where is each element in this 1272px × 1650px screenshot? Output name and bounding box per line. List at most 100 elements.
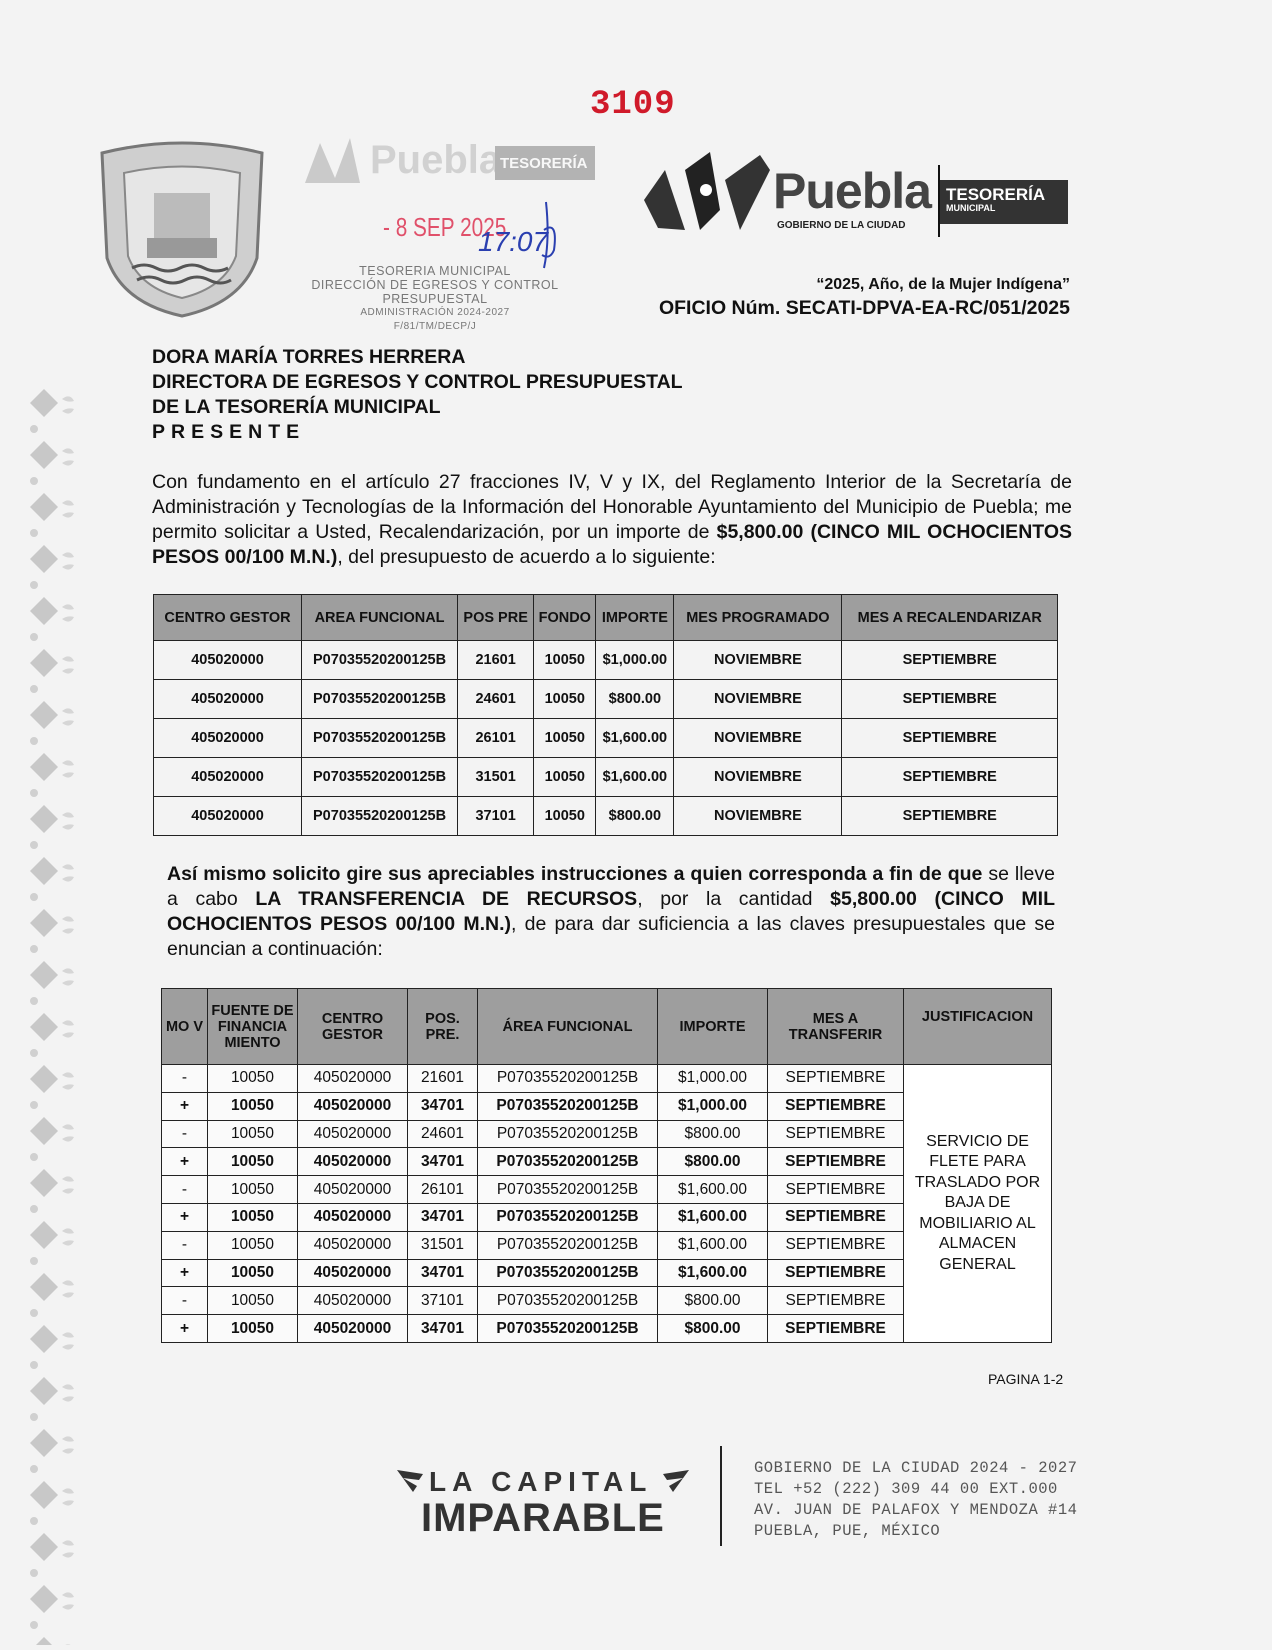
svg-text:TESORERÍA: TESORERÍA: [500, 155, 588, 172]
column-header: MES A TRANSFERIR: [767, 988, 904, 1065]
logo-badge-sub: MUNICIPAL: [946, 203, 996, 213]
logo-badge: TESORERÍA MUNICIPAL: [940, 180, 1068, 224]
footer-address: GOBIERNO DE LA CIUDAD 2024 - 2027 TEL +5…: [754, 1458, 1077, 1542]
column-header: POS PRE: [457, 594, 535, 641]
table-cell: $800.00: [595, 796, 675, 836]
column-header: JUSTIFICACION: [903, 988, 1052, 1065]
table-cell: 405020000: [297, 1314, 408, 1343]
coat-of-arms-icon: [100, 141, 264, 318]
address-line: PUEBLA, PUE, MÉXICO: [754, 1522, 941, 1540]
city-seal: [92, 138, 272, 318]
table-row: -10050 405020000 31501 P07035520200125B $1,6…: [161, 1230, 1052, 1260]
stamp-line: PRESUPUESTAL: [382, 292, 488, 306]
table-cell: 26101: [407, 1175, 478, 1204]
table-cell: SEPTIEMBRE: [767, 1230, 904, 1260]
addressee-name: DORA MARÍA TORRES HERRERA: [152, 346, 466, 368]
table-cell: P07035520200125B: [477, 1091, 658, 1121]
table-cell: P07035520200125B: [301, 679, 459, 719]
table-cell: $1,000.00: [657, 1091, 768, 1121]
table-row: +10050 405020000 34701 P07035520200125B $1,6…: [161, 1258, 1052, 1288]
address-line: GOBIERNO DE LA CIUDAD 2024 - 2027: [754, 1459, 1078, 1477]
table-cell: 37101: [457, 796, 535, 836]
column-header: FONDO: [533, 594, 597, 641]
table-cell: +: [161, 1258, 208, 1288]
logo-sub: GOBIERNO DE LA CIUDAD: [777, 220, 906, 231]
table-cell: 405020000: [297, 1091, 408, 1121]
table-cell: P07035520200125B: [477, 1175, 658, 1204]
presente: PRESENTE: [152, 421, 306, 443]
puebla-logo-icon: [644, 152, 770, 230]
column-header: IMPORTE: [595, 594, 675, 641]
table-cell: 405020000: [297, 1286, 408, 1316]
stamp-line: DIRECCIÓN DE EGRESOS Y CONTROL: [311, 278, 559, 292]
puebla-tesoreria-logo: Puebla GOBIERNO DE LA CIUDAD TESORERÍA M…: [640, 150, 1070, 238]
table-cell: 10050: [207, 1119, 298, 1149]
table-cell: 10050: [207, 1147, 298, 1177]
table-cell: 34701: [407, 1147, 478, 1177]
table-cell: $1,600.00: [657, 1230, 768, 1260]
table-cell: NOVIEMBRE: [673, 757, 843, 797]
para-text: , de para dar suficiencia a las claves p…: [167, 913, 1055, 960]
table-cell: 405020000: [297, 1202, 408, 1232]
para-bold: LA TRANSFERENCIA DE RECURSOS: [255, 888, 638, 910]
year-motto: “2025, Año, de la Mujer Indígena”: [816, 276, 1070, 293]
table-cell: NOVIEMBRE: [673, 640, 843, 680]
column-header: ÁREA FUNCIONAL: [477, 988, 658, 1065]
stamp-line: ADMINISTRACIÓN 2024-2027: [360, 307, 510, 318]
column-header: IMPORTE: [657, 988, 768, 1065]
table-row: +10050 405020000 34701 P07035520200125B $800…: [161, 1147, 1052, 1177]
table-cell: P07035520200125B: [477, 1314, 658, 1343]
table-row: 405020000 P07035520200125B 37101 10050 $800.…: [152, 796, 1058, 836]
transfer-table: MO V FUENTE DE FINANCIA MIENTO CENTRO GEST…: [161, 988, 1052, 1343]
column-header: POS. PRE.: [407, 988, 478, 1065]
table-cell: P07035520200125B: [477, 1286, 658, 1316]
pattern-icon: [22, 385, 82, 1645]
table-cell: 34701: [407, 1202, 478, 1232]
table-cell: SEPTIEMBRE: [767, 1258, 904, 1288]
logo-line2: IMPARABLE: [421, 1496, 665, 1540]
table-cell: 405020000: [297, 1175, 408, 1204]
table-cell: 21601: [457, 640, 535, 680]
table-cell: 10050: [207, 1202, 298, 1232]
addressee-title: DIRECTORA DE EGRESOS Y CONTROL PRESUPUES…: [152, 371, 683, 393]
transfer-paragraph: Así mismo solicito gire sus apreciables …: [167, 862, 1055, 962]
table-cell: -: [161, 1230, 208, 1260]
table-cell: 10050: [533, 640, 597, 680]
table-cell: 21601: [407, 1064, 478, 1093]
table-cell: 405020000: [297, 1147, 408, 1177]
table-cell: SEPTIEMBRE: [841, 796, 1058, 836]
column-header: CENTRO GESTOR: [297, 988, 408, 1065]
table-cell: 10050: [207, 1314, 298, 1343]
table-cell: 10050: [207, 1175, 298, 1204]
table-row: 405020000 P07035520200125B 24601 10050 $800.…: [152, 679, 1058, 719]
table-cell: P07035520200125B: [301, 796, 459, 836]
table-cell: 405020000: [152, 679, 303, 719]
table-cell: NOVIEMBRE: [673, 718, 843, 758]
table-cell: 10050: [533, 757, 597, 797]
table-cell: P07035520200125B: [477, 1147, 658, 1177]
footer-divider: [720, 1446, 722, 1546]
table-cell: 10050: [207, 1286, 298, 1316]
address-line: TEL +52 (222) 309 44 00 EXT.000: [754, 1480, 1058, 1498]
table-cell: $1,600.00: [657, 1258, 768, 1288]
table-cell: SEPTIEMBRE: [767, 1147, 904, 1177]
table-cell: $800.00: [595, 679, 675, 719]
table-cell: 405020000: [297, 1258, 408, 1288]
para-text: se lleve a cabo: [167, 863, 1055, 910]
table-cell: 31501: [407, 1230, 478, 1260]
table-cell: 405020000: [152, 757, 303, 797]
svg-text:Puebla: Puebla: [370, 138, 502, 182]
oficio-number: OFICIO Núm. SECATI-DPVA-EA-RC/051/2025: [658, 297, 1070, 319]
table-cell: P07035520200125B: [477, 1064, 658, 1093]
table-cell: $1,600.00: [595, 757, 675, 797]
table-cell: 10050: [533, 679, 597, 719]
la-capital-imparable-logo: LA CAPITAL IMPARABLE: [395, 1466, 695, 1540]
table-cell: SEPTIEMBRE: [841, 640, 1058, 680]
table-cell: P07035520200125B: [301, 757, 459, 797]
table-row: 405020000 P07035520200125B 26101 10050 $1,60…: [152, 718, 1058, 758]
table-cell: SEPTIEMBRE: [841, 718, 1058, 758]
table-cell: 405020000: [297, 1230, 408, 1260]
column-header: AREA FUNCIONAL: [301, 594, 459, 641]
table-cell: 37101: [407, 1286, 478, 1316]
table-cell: 34701: [407, 1091, 478, 1121]
